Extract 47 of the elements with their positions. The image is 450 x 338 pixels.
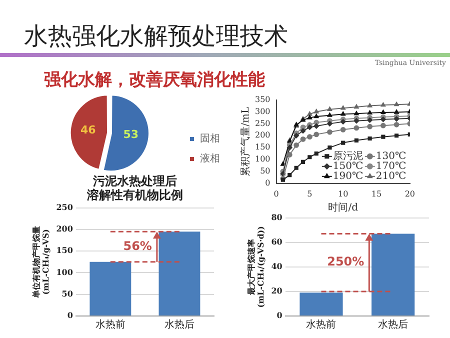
y-tick-label: 200	[56, 224, 74, 234]
legend-label: 固相	[200, 132, 220, 145]
y-tick-label: 150	[254, 142, 270, 152]
x-tick-label: 15	[371, 189, 382, 198]
legend-label: 210℃	[376, 170, 406, 182]
y-tick-label: 0	[265, 178, 270, 188]
legend-label: 原污泥	[332, 150, 363, 162]
y-tick-label: 50	[260, 166, 270, 176]
text: 污泥水热处理后	[92, 174, 178, 188]
y-axis-title: 累积产气量/mL	[240, 106, 252, 176]
y-tick-label: 0	[67, 310, 74, 320]
x-tick-label: 水热前	[306, 318, 336, 331]
text: 溶解性有机物比例	[86, 188, 184, 202]
y-axis-title: 最大产甲烷速率 (mL-CH₄/(g-VS·d))	[246, 226, 266, 308]
legend-label: 170℃	[376, 160, 406, 172]
y-tick-label: 100	[56, 266, 74, 277]
y-tick-label: 350	[254, 94, 270, 104]
legend-label: 190℃	[332, 170, 364, 182]
x-tick-label: 5	[307, 189, 312, 198]
x-axis-title: 时间/d	[328, 202, 359, 214]
x-tick-label: 水热后	[378, 318, 408, 331]
x-tick-label: 水热前	[95, 318, 126, 331]
y-tick-label: 300	[254, 106, 270, 116]
x-tick-label: 10	[338, 189, 348, 198]
y-tick-label: 20	[271, 286, 283, 296]
annotation: 56%	[123, 238, 152, 253]
legend-label: 150℃	[332, 160, 364, 172]
y-tick-label: 150	[56, 245, 74, 256]
legend-label: 液相	[200, 152, 220, 165]
y-tick-label: 0	[276, 310, 283, 320]
y-tick-label: 250	[56, 202, 74, 212]
text: 水热强化水解预处理技术	[24, 21, 288, 52]
data-label: 53	[123, 128, 139, 142]
x-tick-label: 水热后	[164, 318, 194, 331]
x-tick-label: 20	[404, 189, 416, 198]
annotation: 250%	[327, 254, 364, 269]
y-axis-title: 单位有机物产甲烷量 (mL-CH₄/g-VS)	[30, 226, 50, 299]
y-tick-label: 40	[271, 260, 283, 271]
legend-label: 130℃	[376, 150, 406, 162]
text: 强化水解，改善厌氧消化性能	[44, 69, 265, 91]
y-tick-label: 100	[254, 154, 270, 164]
y-tick-label: 80	[271, 212, 283, 222]
y-tick-label: 50	[62, 288, 74, 298]
y-tick-label: 200	[254, 130, 270, 140]
y-tick-label: 60	[271, 236, 283, 246]
data-label: 46	[80, 123, 96, 136]
y-tick-label: 250	[254, 118, 270, 128]
